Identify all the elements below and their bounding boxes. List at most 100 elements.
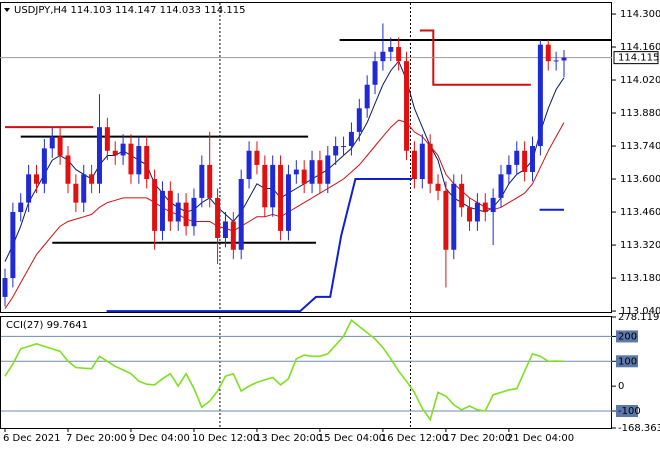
candle-body: [175, 202, 181, 222]
x-tick-label: 9 Dec 04:00: [129, 433, 190, 444]
candle-body: [26, 174, 32, 203]
candle-body: [293, 169, 299, 175]
candle-body: [73, 183, 79, 203]
candle-body: [159, 190, 165, 231]
candle-body: [364, 84, 370, 109]
candle-body: [451, 183, 457, 250]
candle-body: [262, 164, 268, 208]
x-tick-label: 15 Dec 04:00: [318, 433, 385, 444]
level-label-box: [616, 405, 638, 418]
candle-body: [183, 202, 189, 227]
x-tick-label: 7 Dec 20:00: [66, 433, 127, 444]
y-tick-label: 113.600: [620, 174, 660, 185]
candle-body: [10, 212, 16, 279]
chart-header: USDJPY,H4 114.103 114.147 114.033 114.11…: [14, 5, 245, 16]
y-tick-label: 200: [618, 331, 637, 342]
y-tick-label: 113.320: [620, 240, 660, 251]
candle-body: [348, 131, 354, 147]
candle-body: [396, 47, 402, 62]
candle-body: [49, 136, 55, 149]
y-tick-label: 114.160: [620, 42, 660, 53]
y-tick-label: 113.040: [620, 306, 660, 317]
candle-body: [112, 150, 118, 156]
x-tick-label: 10 Dec 12:00: [192, 433, 259, 444]
candle-body: [120, 143, 126, 156]
candle-body: [191, 197, 197, 227]
y-tick-label: 114.020: [620, 75, 660, 86]
candle-body: [152, 179, 158, 231]
y-tick-label: 113.180: [620, 273, 660, 284]
candle-body: [419, 143, 425, 180]
candle-body: [285, 174, 291, 231]
candle-body: [136, 146, 142, 175]
step-line: [106, 178, 564, 313]
current-price-label: 114.115: [618, 53, 659, 64]
candle-body: [278, 164, 284, 231]
y-tick-label: -100: [618, 406, 641, 417]
x-tick-label: 6 Dec 2021: [3, 433, 61, 444]
candle-body: [33, 174, 39, 184]
candle-body: [522, 150, 528, 172]
candle-body: [270, 164, 276, 208]
candle-body: [65, 155, 71, 184]
candle-body: [490, 197, 496, 213]
candle-body: [104, 127, 110, 151]
candle-body: [530, 146, 536, 172]
candle-body: [537, 44, 543, 147]
cci-header: CCI(27) 99.7641: [6, 320, 88, 331]
candle-body: [18, 202, 24, 213]
y-tick-label: 114.300: [620, 9, 660, 20]
candle-body: [459, 183, 465, 208]
x-tick-label: 21 Dec 04:00: [507, 433, 574, 444]
candle-body: [482, 202, 488, 213]
header-low: 114.033: [160, 5, 201, 16]
candle-body: [380, 51, 386, 62]
candle-body: [545, 44, 551, 62]
candle-body: [427, 143, 433, 184]
menu-arrow: [4, 8, 10, 12]
candle-body: [238, 179, 244, 250]
candle-body: [506, 164, 512, 175]
candle-body: [372, 61, 378, 85]
candle-body: [128, 143, 134, 175]
candle-body: [498, 174, 504, 198]
candle-body: [411, 150, 417, 180]
cci-title: CCI(27): [6, 320, 44, 331]
candle-body: [474, 202, 480, 222]
candle-body: [341, 146, 347, 148]
header-close: 114.115: [204, 5, 245, 16]
candle-body: [301, 169, 307, 184]
candle-body: [254, 150, 260, 165]
symbol-title: USDJPY,H4: [14, 5, 67, 16]
candle-body: [356, 108, 362, 132]
candle-body: [57, 136, 63, 156]
candle-body: [222, 221, 228, 238]
candle-body: [96, 127, 102, 184]
candle-body: [199, 164, 205, 198]
candle-body: [309, 160, 315, 184]
candle-body: [467, 207, 473, 222]
candle-body: [246, 150, 252, 180]
candle-body: [553, 60, 559, 62]
candle-body: [435, 183, 441, 191]
y-tick-label: 100: [618, 356, 637, 367]
candle-body: [514, 150, 520, 165]
candle-body: [207, 164, 213, 198]
candle-body: [230, 221, 236, 250]
candle-body: [333, 146, 339, 156]
main-frame: [0, 2, 612, 313]
level-label-box: [616, 355, 638, 368]
candle-body: [325, 155, 331, 184]
candle-body: [167, 190, 173, 222]
candle-body: [81, 174, 87, 203]
y-tick-label: -168.3636: [618, 423, 660, 434]
x-tick-label: 13 Dec 20:00: [255, 433, 322, 444]
x-tick-label: 17 Dec 20:00: [444, 433, 511, 444]
y-tick-label: 113.460: [620, 207, 660, 218]
cci-frame: [0, 316, 612, 429]
candle-body: [215, 197, 221, 238]
cci-current: 99.7641: [47, 320, 88, 331]
header-open: 114.103: [70, 5, 111, 16]
candle-body: [144, 146, 150, 180]
